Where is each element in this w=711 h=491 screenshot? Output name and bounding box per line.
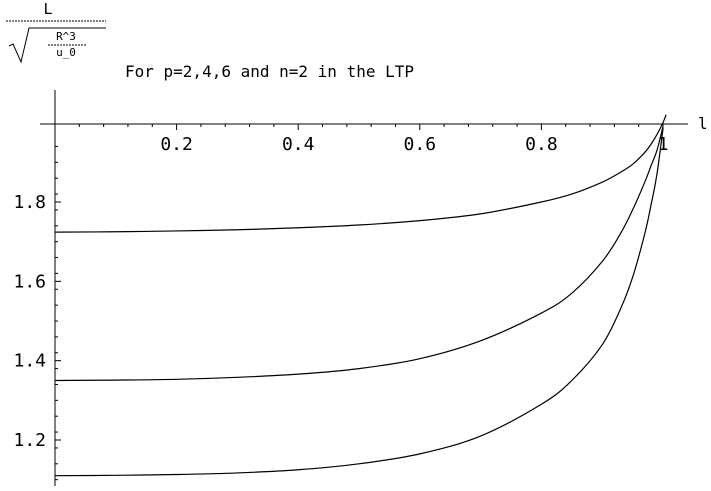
- x-tick-label: 0.8: [525, 134, 558, 155]
- series-lines: [54, 114, 667, 477]
- y-axis-label-sqrt-denominator: u_0: [56, 46, 76, 59]
- y-tick-label: 1.2: [13, 430, 46, 451]
- x-minor-ticks: [78, 124, 640, 127]
- sqrt-symbol: [8, 27, 106, 64]
- x-ticks: 0.2 0.4 0.6 0.8 1: [160, 124, 668, 155]
- y-tick-label: 1.4: [13, 351, 46, 372]
- x-tick-label: 1: [658, 134, 669, 155]
- series-line-2: [54, 126, 664, 382]
- y-axis-label-numerator: L: [43, 0, 52, 18]
- x-tick-label: 0.4: [282, 134, 315, 155]
- y-minor-ticks: [55, 145, 58, 481]
- series-line-1: [54, 114, 667, 233]
- x-tick-label: 0.6: [404, 134, 437, 155]
- y-axis-label: L R^3 u_0: [6, 0, 106, 64]
- y-tick-label: 1.8: [13, 192, 46, 213]
- y-ticks: 1.2 1.4 1.6 1.8: [13, 192, 61, 451]
- chart-title: For p=2,4,6 and n=2 in the LTP: [125, 62, 414, 81]
- y-tick-label: 1.6: [13, 271, 46, 292]
- x-axis-label: l: [698, 114, 708, 133]
- x-tick-label: 0.2: [160, 134, 193, 155]
- y-axis-label-sqrt-numerator: R^3: [56, 30, 76, 43]
- series-line-3: [54, 128, 664, 477]
